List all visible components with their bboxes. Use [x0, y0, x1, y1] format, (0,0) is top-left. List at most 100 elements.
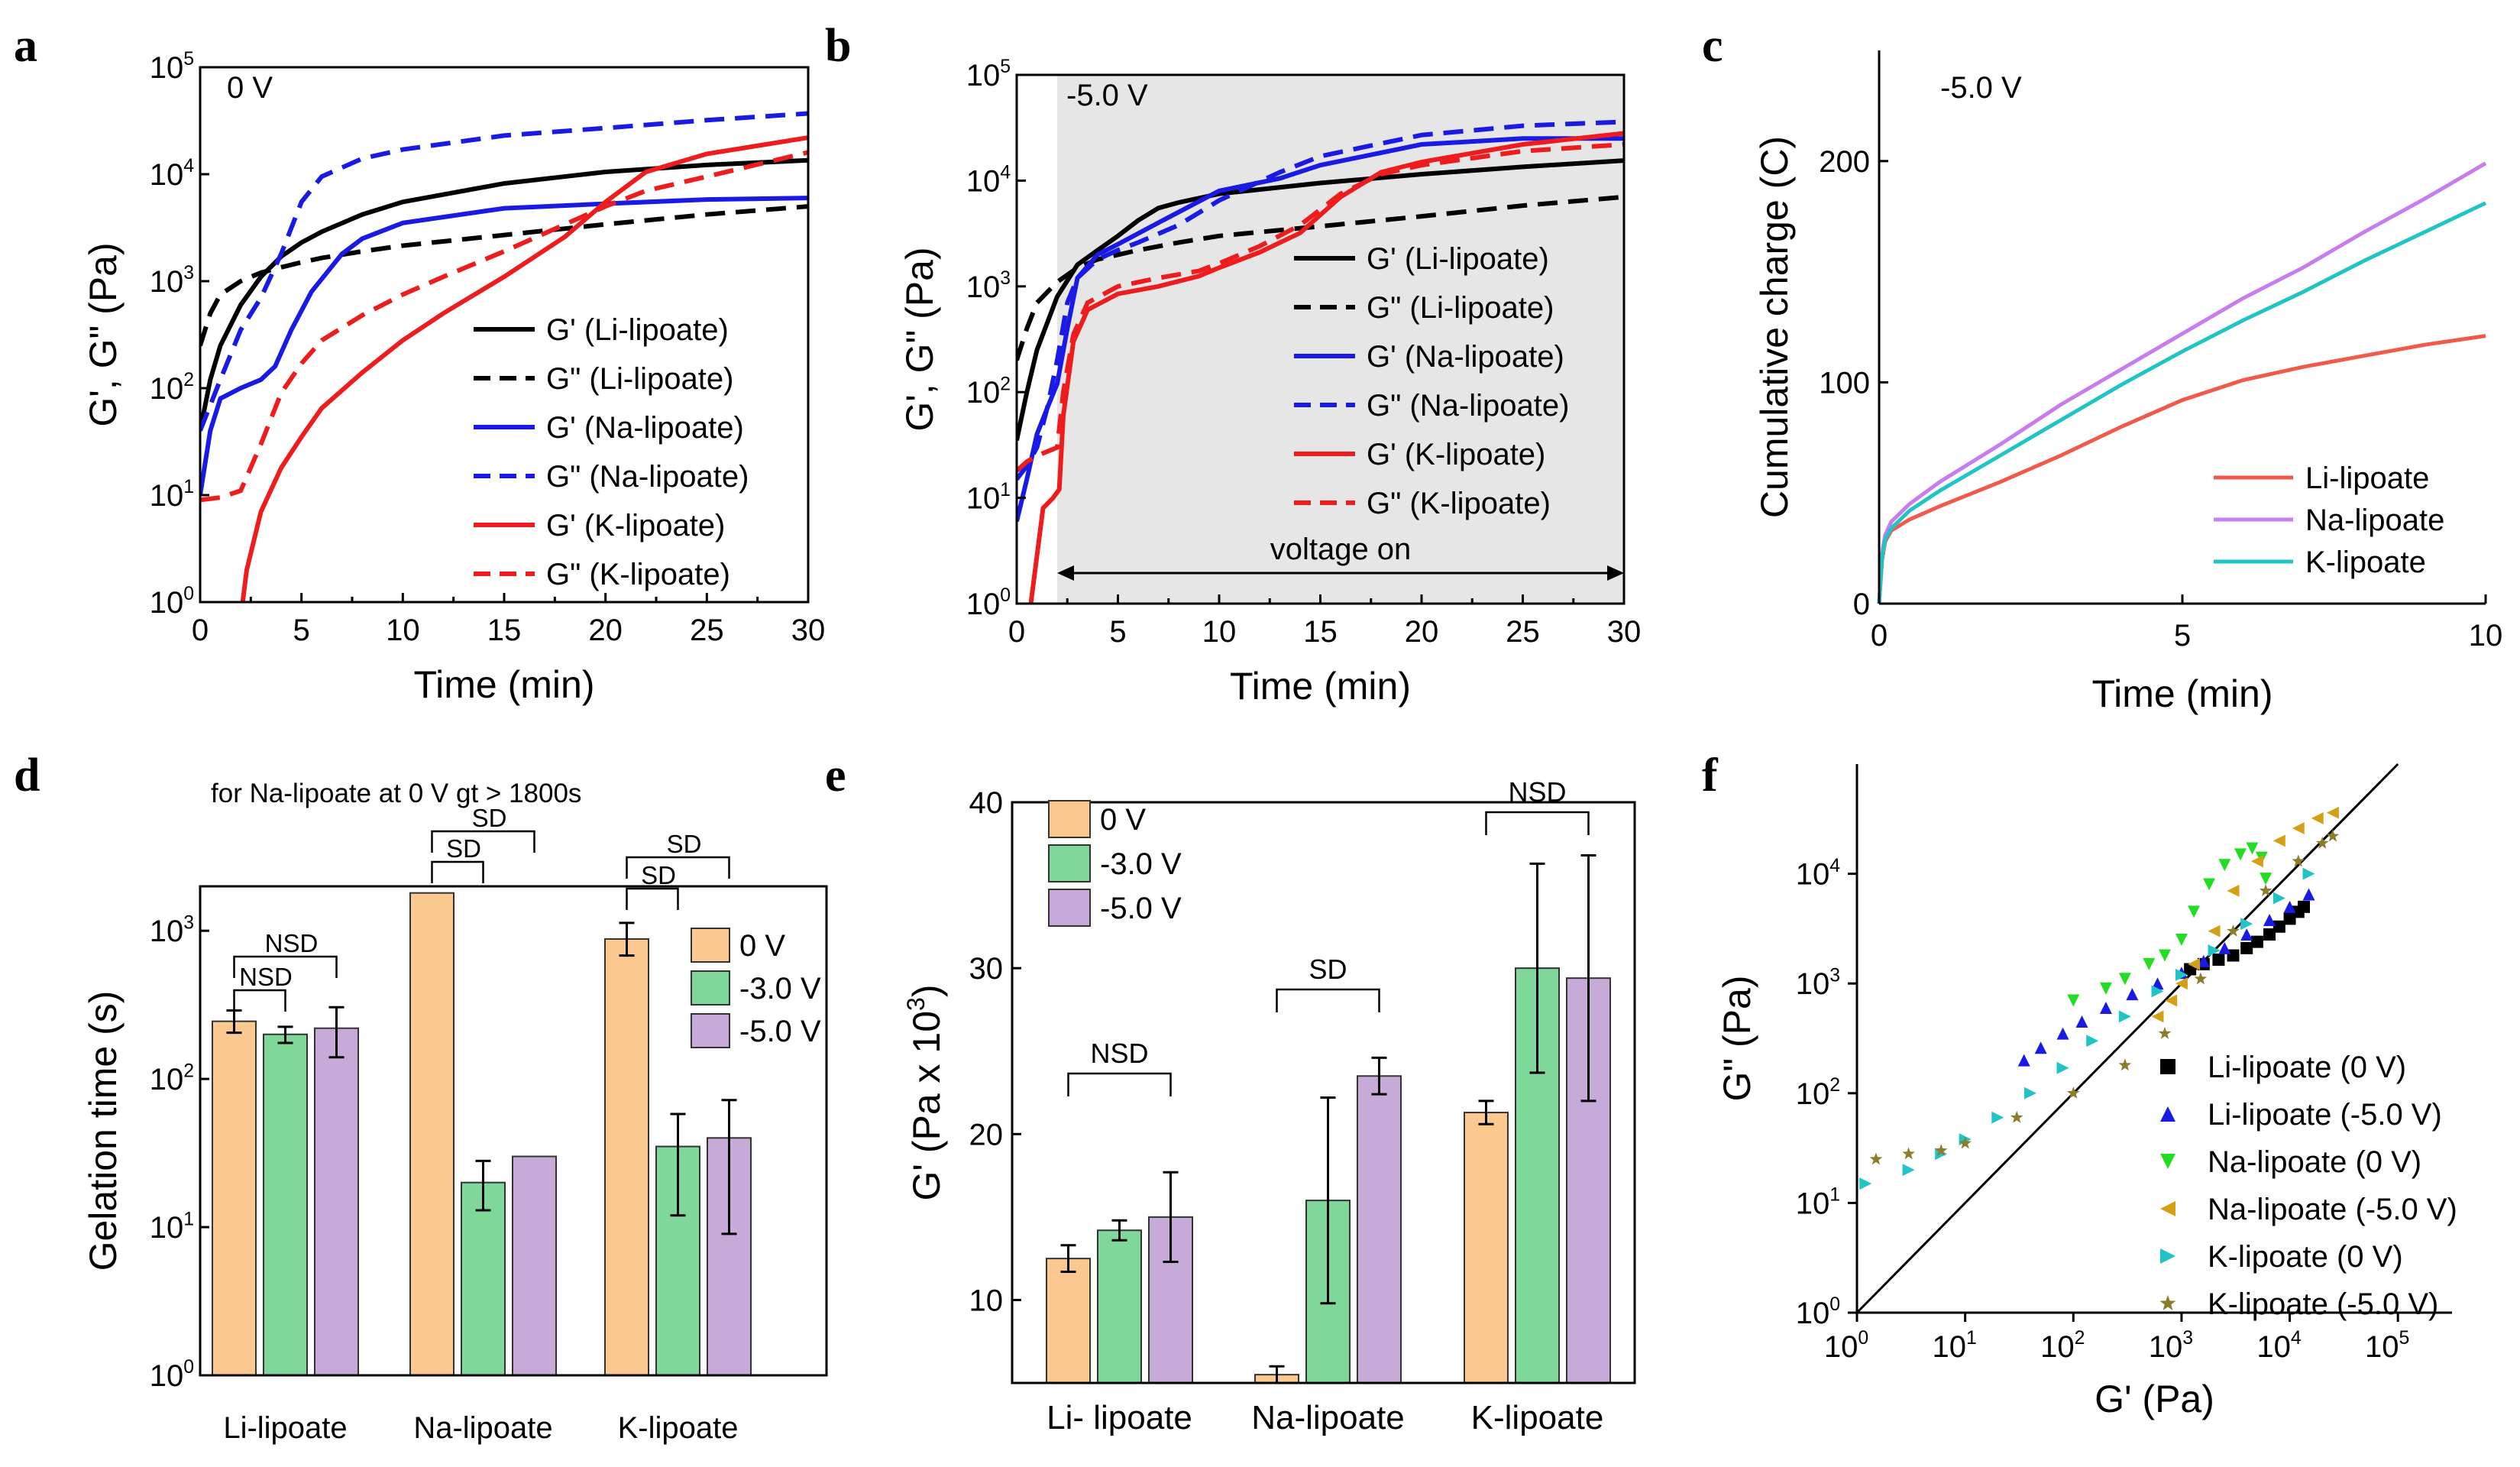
f-x-tick-label: 104 [2256, 1328, 2302, 1364]
b-y-axis-label: G', G" (Pa) [898, 247, 941, 431]
d-legend-swatch-1 [691, 970, 730, 1006]
b-legend-label-5: G" (K-lipoate) [1367, 487, 1551, 520]
e-bar [1357, 1075, 1402, 1384]
f-point-3 [2250, 855, 2263, 868]
d-category-label: K-lipoate [618, 1411, 739, 1445]
a-legend-label-1: G" (Li-lipoate) [546, 362, 733, 396]
f-point-2 [2218, 859, 2231, 872]
a-x-tick-label: 30 [791, 614, 826, 647]
f-legend-marker-4 [2160, 1248, 2175, 1264]
d-bracket-2 [431, 860, 484, 883]
b-arrow-head-left [1057, 565, 1074, 581]
f-point-0 [2227, 949, 2240, 962]
a-y-tick-label: 102 [150, 370, 194, 406]
f-point-0 [2240, 941, 2253, 954]
f-point-5 [2326, 829, 2340, 842]
b-series-line-3 [1017, 119, 1624, 481]
b-legend-label-0: G' (Li-lipoate) [1367, 242, 1549, 276]
f-legend-marker-3 [2160, 1201, 2175, 1216]
e-y-tick-label: 20 [969, 1118, 1004, 1151]
e-legend-label-2: -5.0 V [1100, 892, 1182, 925]
f-point-1 [2034, 1041, 2047, 1054]
d-legend-swatch-2 [691, 1013, 730, 1048]
b-y-tick-label: 101 [966, 480, 1011, 516]
f-point-4 [2273, 892, 2285, 905]
f-point-3 [2208, 925, 2221, 938]
f-legend-marker-5 [2159, 1295, 2176, 1310]
f-point-3 [2292, 822, 2305, 835]
panel-letter-e: e [825, 750, 846, 802]
b-x-tick-label: 10 [1202, 615, 1237, 649]
e-legend-swatch-2 [1048, 889, 1091, 927]
f-point-0 [2250, 935, 2263, 948]
d-y-axis-label: Gelation time (s) [82, 991, 125, 1271]
f-point-1 [2263, 913, 2276, 926]
f-y-tick-label: 104 [1796, 856, 1841, 892]
d-y-tick-label: 101 [150, 1209, 194, 1245]
e-bracket-0 [1067, 1072, 1172, 1096]
b-arrow-head-right [1607, 565, 1624, 581]
f-point-1 [2099, 1002, 2112, 1015]
a-y-tick-label: 101 [150, 477, 194, 513]
f-point-2 [2118, 973, 2131, 986]
f-point-0 [2273, 920, 2285, 933]
c-x-axis-label: Time (min) [2091, 672, 2273, 715]
f-point-5 [1902, 1147, 1915, 1160]
b-x-tick-label: 15 [1303, 615, 1338, 649]
d-bracket-label-3: SD [472, 804, 507, 832]
f-point-5 [1959, 1136, 1972, 1149]
f-point-3 [2326, 806, 2339, 819]
f-y-tick-label: 101 [1796, 1185, 1840, 1221]
a-series-line-1 [200, 204, 808, 347]
e-bar [1046, 1258, 1091, 1384]
d-bracket-label-1: NSD [265, 929, 319, 957]
a-series-line-0 [200, 157, 808, 432]
a-legend-label-0: G' (Li-lipoate) [546, 313, 729, 347]
f-point-2 [2188, 905, 2201, 918]
f-point-1 [2240, 928, 2253, 941]
c-x-tick-label: 5 [2174, 619, 2191, 653]
f-point-1 [2218, 941, 2231, 954]
d-bracket-1 [233, 955, 338, 978]
d-bracket-label-4: SD [641, 861, 676, 889]
f-reference-line [1855, 763, 2399, 1314]
panel-f-chart: 100 101 102 103 104 105 100 101 102 103 104 G' (Pa)… [1716, 763, 2457, 1420]
e-bracket-label-0: NSD [1090, 1038, 1148, 1069]
f-point-0 [2298, 900, 2311, 913]
a-series-line-3 [200, 111, 808, 432]
d-bar [655, 1145, 700, 1377]
d-bracket-label-2: SD [446, 834, 481, 863]
b-y-tick-label: 103 [966, 268, 1011, 304]
f-point-3 [2227, 884, 2240, 897]
b-x-tick-label: 25 [1506, 615, 1540, 649]
a-x-tick-label: 5 [293, 614, 310, 647]
d-bar [512, 1155, 557, 1376]
f-legend-label-3: Na-lipoate (-5.0 V) [2208, 1193, 2457, 1226]
f-point-4 [2175, 968, 2188, 981]
d-legend-label-1: -3.0 V [739, 972, 821, 1006]
c-y-axis-label: Cumulative charge (C) [1753, 136, 1796, 518]
f-point-5 [2066, 1086, 2080, 1099]
d-y-tick-label: 103 [150, 912, 194, 948]
b-series-line-0 [1017, 158, 1624, 441]
a-legend-label-3: G" (Na-lipoate) [546, 460, 749, 494]
f-point-2 [2260, 873, 2273, 886]
f-point-4 [1902, 1164, 1915, 1177]
f-x-tick-label: 102 [2040, 1328, 2085, 1364]
a-y-tick-label: 103 [150, 263, 194, 299]
c-legend-label-0: Li-lipoate [2305, 461, 2429, 495]
panel-a-chart: 0 5 10 15 20 25 30 100 101 102 103 104 105 Time (min)… [82, 49, 825, 706]
f-x-tick-label: 101 [1932, 1328, 1976, 1364]
e-category-label: Na-lipoate [1251, 1399, 1405, 1436]
c-y-tick-label: 0 [1853, 588, 1870, 621]
f-point-4 [2086, 1035, 2099, 1048]
d-bar [263, 1033, 308, 1376]
e-bracket-label-1: SD [1309, 954, 1347, 985]
f-point-5 [1869, 1152, 1883, 1165]
f-point-5 [2227, 924, 2240, 937]
f-point-1 [2017, 1054, 2030, 1067]
c-y-tick-label: 100 [1819, 366, 1870, 400]
f-point-1 [2197, 954, 2210, 967]
f-point-2 [2203, 878, 2216, 891]
